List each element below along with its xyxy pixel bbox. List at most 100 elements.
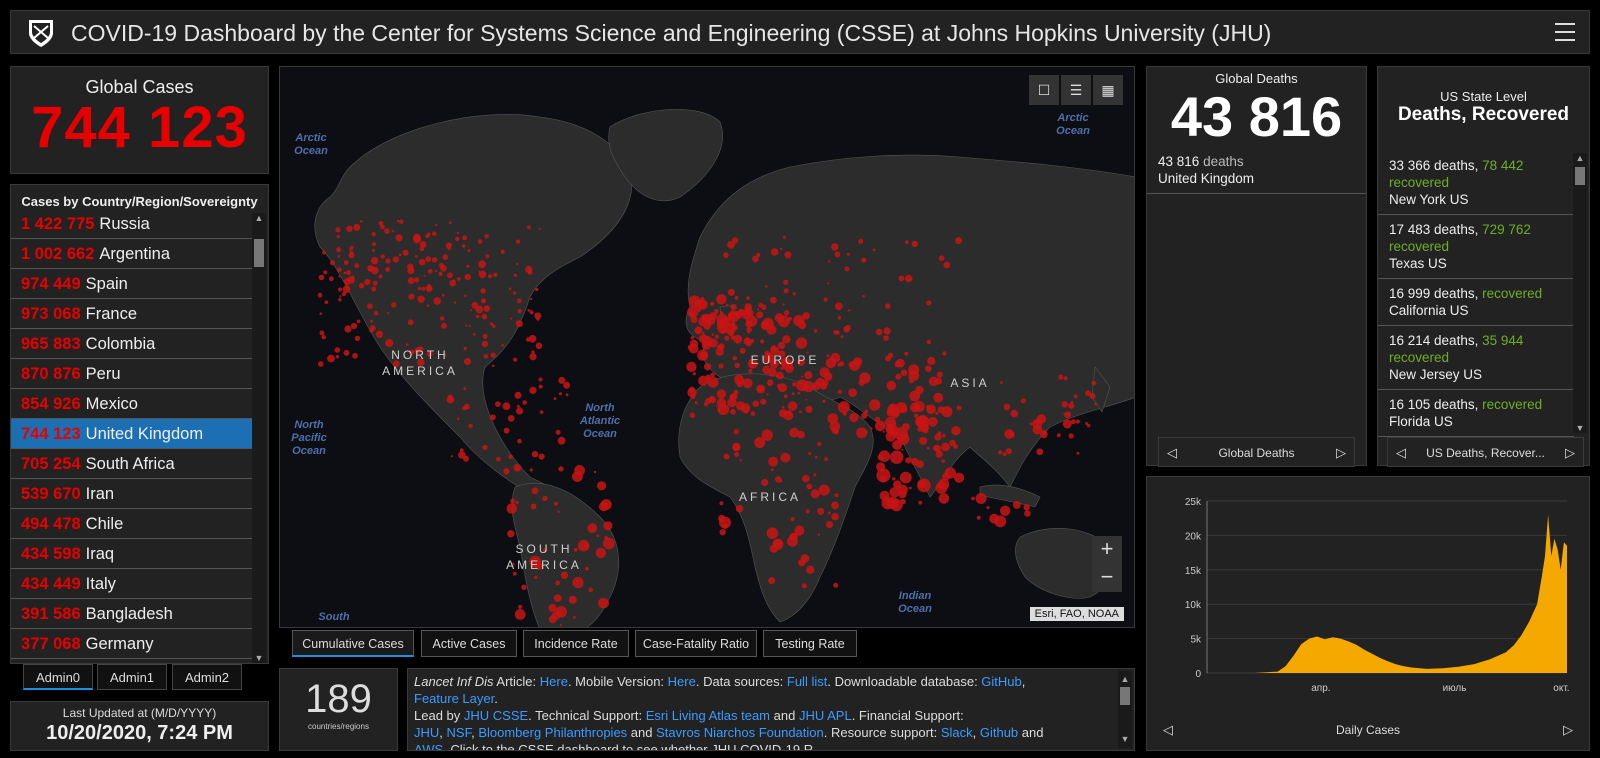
list-item[interactable]: 17 483 deaths, 729 762 recovered Texas US [1378,215,1574,279]
tab-admin0[interactable]: Admin0 [23,664,93,690]
feature-layer-link[interactable]: Feature Layer [414,691,495,706]
list-item[interactable]: 973 068 France [11,299,252,329]
scroll-thumb[interactable] [254,239,264,267]
list-item[interactable]: 33 366 deaths, 78 442 recovered New York … [1378,151,1574,215]
list-item[interactable]: 744 123 United Kingdom [11,419,252,449]
zoom-out-button[interactable]: − [1092,564,1122,592]
info-text: and [1018,725,1044,740]
country-name: Iraq [85,545,115,563]
aws-link[interactable]: AWS [414,742,444,751]
list-item[interactable]: 965 883 Colombia [11,329,252,359]
list-item[interactable]: 1 002 662 Argentina [11,239,252,269]
scroll-thumb[interactable] [1575,167,1585,185]
list-item[interactable]: 377 068 Germany [11,629,252,659]
mobile-version-link[interactable]: Here [667,674,696,689]
jhu-apl-link[interactable]: JHU APL [798,708,852,723]
tab-testing-rate[interactable]: Testing Rate [763,630,857,657]
y-tick-label: 5k [1190,635,1202,646]
scroll-up-icon[interactable]: ▲ [1120,674,1130,684]
tab-incidence-rate[interactable]: Incidence Rate [523,630,629,657]
country-list-header: Cases by Country/Region/Sovereignty [21,194,258,209]
scroll-down-icon[interactable]: ▼ [1575,423,1585,433]
jhu-shield-logo [29,20,53,47]
list-item[interactable]: 494 478 Chile [11,509,252,539]
next-arrow-icon[interactable]: ▷ [1336,445,1346,460]
article-link[interactable]: Here [539,674,568,689]
country-name: Chile [85,515,124,533]
x-tick-label: апр. [1311,683,1330,694]
list-item[interactable]: 391 586 Bangladesh [11,599,252,629]
list-item[interactable]: 434 449 Italy [11,569,252,599]
list-item[interactable]: 974 449 Spain [11,269,252,299]
list-item[interactable]: 1 422 775 Russia [11,209,252,239]
list-icon[interactable]: ☰ [1061,75,1091,105]
us-state-panel: US State Level Deaths, Recovered 33 366 … [1377,66,1590,466]
us-recovered-label: recovered [1482,397,1543,412]
tab-active-cases[interactable]: Active Cases [421,630,517,657]
country-name: Italy [85,575,116,593]
info-text: Lead by [414,708,464,723]
jhu-link[interactable]: JHU [414,725,440,740]
scroll-down-icon[interactable]: ▼ [1120,734,1130,744]
country-list-scrollbar[interactable]: ▲ ▼ [252,213,266,663]
list-item[interactable]: 16 105 deaths, recovered Florida US [1378,390,1574,437]
info-scrollbar[interactable]: ▲ ▼ [1118,671,1132,748]
info-text: . Data sources: [695,674,787,689]
country-name: Bangladesh [85,605,173,623]
us-deaths-pager: ◁ US Deaths, Recover... ▷ [1387,437,1584,467]
tab-admin1[interactable]: Admin1 [97,664,167,690]
map-canvas[interactable] [280,67,1135,628]
bookmark-icon[interactable]: ☐ [1029,75,1059,105]
github2-link[interactable]: Github [979,725,1019,740]
list-item[interactable]: 705 254 South Africa [11,449,252,479]
list-item[interactable]: 16 214 deaths, 35 944 recovered New Jerse… [1378,326,1574,390]
country-case-count: 377 068 [21,635,81,653]
country-case-count: 974 449 [21,275,81,293]
snf-link[interactable]: Stavros Niarchos Foundation [656,725,824,740]
info-text: . Click [443,742,483,751]
ocean-label-south: South [318,611,350,623]
tab-case-fatality-ratio[interactable]: Case-Fatality Ratio [635,630,757,657]
list-item[interactable]: 434 598 Iraq [11,539,252,569]
nsf-link[interactable]: NSF [446,725,472,740]
next-arrow-icon[interactable]: ▷ [1565,445,1575,460]
deaths-entry[interactable]: 43 816 deaths United Kingdom [1158,153,1254,187]
list-item[interactable]: 854 926 Mexico [11,389,252,419]
list-item[interactable]: 539 670 Iran [11,479,252,509]
prev-arrow-icon[interactable]: ◁ [1163,722,1173,737]
bloomberg-link[interactable]: Bloomberg Philanthropies [478,725,628,740]
hamburger-menu-icon[interactable] [1555,23,1575,41]
prev-arrow-icon[interactable]: ◁ [1167,445,1177,460]
us-list-scrollbar[interactable]: ▲ ▼ [1573,153,1587,433]
prev-arrow-icon[interactable]: ◁ [1396,445,1406,460]
y-tick-label: 20k [1185,531,1202,542]
country-list-panel: Cases by Country/Region/Sovereignty 1 42… [10,184,269,664]
chart-pager-label: Daily Cases [1335,723,1401,737]
data-sources-link[interactable]: Full list [786,674,828,689]
global-cases-label: Global Cases [85,77,194,97]
next-arrow-icon[interactable]: ▷ [1563,722,1573,737]
tab-admin2[interactable]: Admin2 [172,664,242,690]
esri-link[interactable]: Esri Living Atlas team [645,708,771,723]
ocean-label-indian: Indian Ocean [898,590,932,615]
us-state-name: Texas US [1389,256,1447,271]
github-link[interactable]: GitHub [981,674,1022,689]
jhu-csse-link[interactable]: JHU CSSE [463,708,529,723]
x-tick-label: июль [1443,683,1467,694]
zoom-in-button[interactable]: + [1092,536,1122,564]
country-case-count: 539 670 [21,485,81,503]
info-text: . Mobile Version: [567,674,668,689]
divider [1147,193,1366,194]
scroll-thumb[interactable] [1120,687,1130,705]
slack-link[interactable]: Slack [940,725,973,740]
scroll-up-icon[interactable]: ▲ [254,213,264,223]
scroll-down-icon[interactable]: ▼ [254,653,264,663]
scroll-up-icon[interactable]: ▲ [1575,153,1585,163]
qr-grid-icon[interactable]: ▦ [1093,75,1123,105]
list-item[interactable]: 16 999 deaths, recovered California US [1378,279,1574,326]
info-text: to the CSSE dashboard to see whether JHU… [482,742,824,751]
list-item[interactable]: 870 876 Peru [11,359,252,389]
last-updated-panel: Last Updated at (M/D/YYYY) 10/20/2020, 7… [10,701,269,751]
world-map[interactable]: Arctic Ocean Arctic Ocean North Pacific … [279,66,1135,628]
tab-cumulative-cases[interactable]: Cumulative Cases [292,630,414,657]
